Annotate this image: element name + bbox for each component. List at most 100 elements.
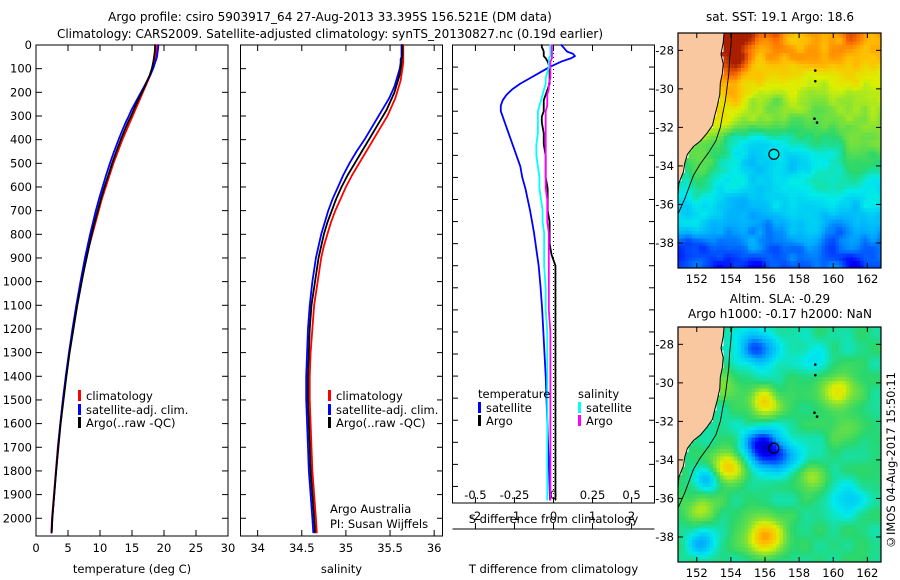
map-cell: [828, 161, 833, 167]
map-cell: [723, 177, 728, 182]
map-cell: [762, 173, 767, 178]
map-cell: [723, 59, 728, 65]
map-cell: [863, 158, 868, 163]
map-cell: [776, 459, 781, 465]
map-cell: [779, 142, 784, 148]
x-tick-label: 35: [339, 541, 354, 555]
map-cell: [786, 199, 791, 205]
map-cell: [769, 169, 774, 175]
map-cell: [835, 256, 840, 262]
map-cell: [867, 127, 872, 133]
map-cell: [863, 82, 868, 87]
map-cell: [772, 539, 777, 544]
map-cell: [706, 493, 711, 499]
map-cell: [769, 142, 774, 148]
map-cell: [695, 222, 700, 228]
map-cell: [863, 108, 868, 114]
map-cell: [769, 399, 774, 404]
map-cell: [867, 165, 872, 171]
map-cell: [828, 249, 833, 254]
map-cell: [825, 161, 830, 167]
map-cell: [776, 550, 781, 556]
map-cell: [853, 82, 858, 87]
map-cell: [762, 550, 767, 556]
map-cell: [751, 36, 756, 42]
map-cell: [727, 417, 732, 423]
map-cell: [800, 139, 805, 144]
map-x-tick-label: 152: [686, 272, 708, 286]
map-cell: [762, 116, 767, 121]
map-cell: [842, 203, 847, 209]
map-cell: [867, 252, 872, 258]
map-cell: [818, 67, 823, 72]
map-cell: [853, 211, 858, 216]
map-cell: [758, 36, 763, 42]
map-cell: [716, 154, 721, 159]
map-cell: [772, 135, 777, 140]
map-cell: [807, 211, 812, 216]
map-cell: [755, 33, 760, 38]
map-cell: [839, 180, 844, 186]
float-position-marker: [768, 148, 780, 160]
map-cell: [762, 120, 767, 125]
map-cell: [821, 154, 826, 159]
map-cell: [741, 230, 746, 235]
map-cell: [818, 105, 823, 110]
map-cell: [755, 399, 760, 404]
map-cell: [678, 256, 683, 262]
map-cell: [860, 82, 865, 87]
map-cell: [793, 78, 798, 84]
map-cell: [730, 82, 735, 87]
map-cell: [748, 508, 753, 514]
map-cell: [797, 82, 802, 87]
map-cell: [863, 173, 868, 178]
map-cell: [828, 165, 833, 171]
map-cell: [776, 131, 781, 137]
map-cell: [807, 188, 812, 193]
map-cell: [695, 501, 700, 506]
map-cell: [783, 249, 788, 254]
map-cell: [825, 211, 830, 216]
map-cell: [769, 59, 774, 65]
map-cell: [730, 478, 735, 484]
map-cell: [758, 154, 763, 159]
map-cell: [762, 342, 767, 347]
y-tick-label: 1900: [3, 488, 32, 502]
map-cell: [741, 471, 746, 476]
map-cell: [709, 150, 714, 156]
map-cell: [720, 97, 725, 103]
map-cell: [723, 383, 728, 389]
map-cell: [734, 256, 739, 262]
map-cell: [793, 237, 798, 243]
map-cell: [800, 245, 805, 250]
map-cell: [755, 414, 760, 419]
map-cell: [699, 471, 704, 476]
map-cell: [727, 131, 732, 137]
map-cell: [681, 260, 686, 266]
legend-swatch-temperature-argo: [478, 415, 481, 426]
map-cell: [706, 241, 711, 247]
map-cell: [723, 486, 728, 491]
map-cell: [769, 249, 774, 254]
map-cell: [835, 40, 840, 46]
map-cell: [713, 199, 718, 205]
map-cell: [758, 33, 763, 38]
map-cell: [737, 55, 742, 61]
map-cell: [786, 154, 791, 159]
map-cell: [692, 154, 697, 159]
map-cell: [695, 207, 700, 212]
map-cell: [835, 184, 840, 190]
map-cell: [744, 387, 749, 393]
map-cell: [734, 131, 739, 137]
map-cell: [776, 142, 781, 148]
map-cell: [849, 249, 854, 254]
map-cell: [870, 93, 875, 99]
map-cell: [877, 63, 881, 68]
map-cell: [772, 471, 777, 476]
map-cell: [741, 463, 746, 469]
map-cell: [723, 452, 728, 457]
map-cell: [790, 86, 795, 91]
map-cell: [769, 383, 774, 389]
map-cell: [776, 406, 781, 412]
map-cell: [856, 237, 861, 243]
